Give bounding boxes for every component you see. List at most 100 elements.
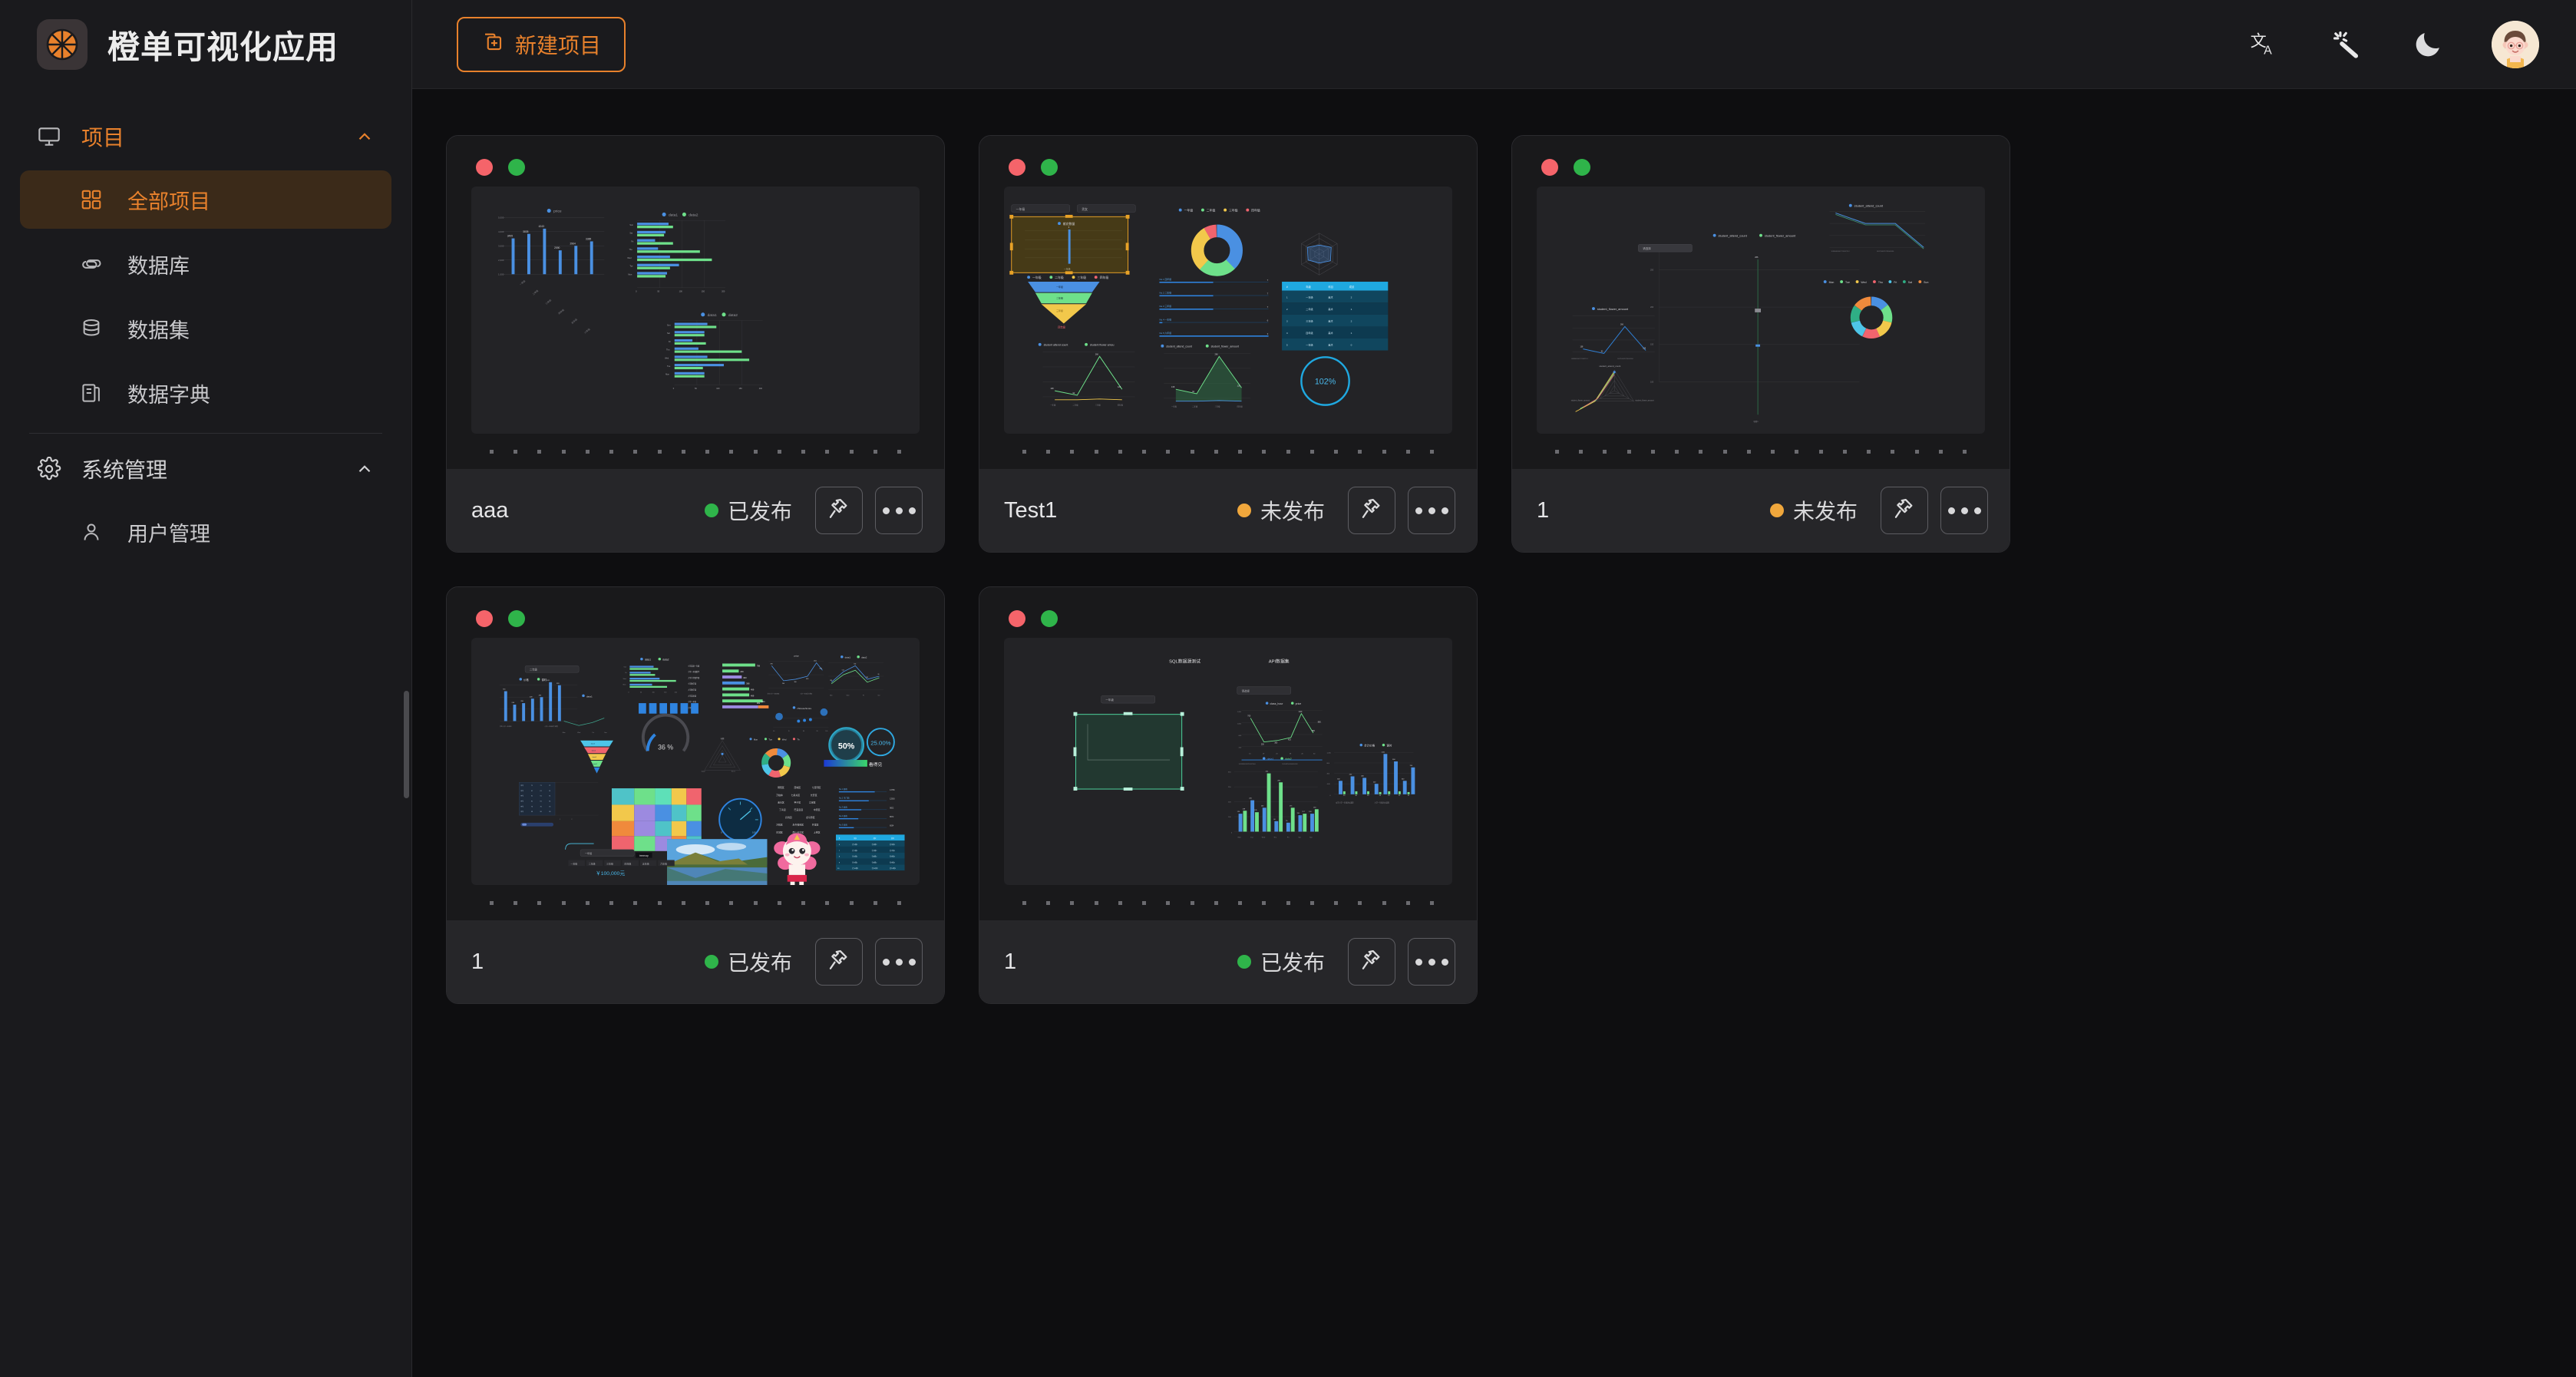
more-options-button[interactable] <box>1408 487 1455 534</box>
svg-text:Thu: Thu <box>666 349 670 352</box>
new-project-label: 新建项目 <box>515 33 602 58</box>
sidebar-group-system[interactable]: 系统管理 <box>20 441 391 497</box>
chevron-up-icon[interactable] <box>355 127 375 147</box>
svg-text:二年级: 二年级 <box>1207 209 1216 213</box>
svg-text:二年级: 二年级 <box>1192 405 1198 408</box>
sidebar-item-all-projects[interactable]: 全部项目 <box>20 170 391 229</box>
project-name: aaa <box>471 497 509 523</box>
svg-text:A: A <box>2264 44 2272 57</box>
svg-text:70: 70 <box>788 731 790 732</box>
more-options-button[interactable] <box>1408 938 1455 986</box>
svg-text:91: 91 <box>540 796 542 797</box>
edit-project-button[interactable] <box>815 487 863 534</box>
svg-text:Fri: Fri <box>1894 281 1897 284</box>
sidebar-item-database[interactable]: 数据库 <box>20 235 391 293</box>
svg-text:340: 340 <box>1402 778 1405 780</box>
svg-text:150: 150 <box>664 692 666 693</box>
svg-text:二年级: 二年级 <box>1055 276 1064 279</box>
svg-text:一年级: 一年级 <box>1184 209 1194 213</box>
svg-text:序号: 序号 <box>520 794 523 797</box>
svg-text:71: 71 <box>540 785 542 787</box>
svg-text:No.2 二年级: No.2 二年级 <box>1159 291 1171 295</box>
edit-project-button[interactable] <box>1881 487 1928 534</box>
new-project-button[interactable]: 新建项目 <box>457 16 626 72</box>
more-options-button[interactable] <box>875 487 923 534</box>
svg-text:100: 100 <box>1650 381 1654 383</box>
svg-text:SQL数据源测试: SQL数据源测试 <box>1169 659 1200 665</box>
svg-text:388: 388 <box>746 683 750 685</box>
svg-text:81: 81 <box>540 801 542 803</box>
svg-text:永外福利区: 永外福利区 <box>793 823 804 827</box>
orange-slice-icon <box>37 19 88 70</box>
svg-text:长安区: 长安区 <box>811 793 817 797</box>
sidebar-item-dataset[interactable]: 数据集 <box>20 299 391 358</box>
svg-text:5: 5 <box>1286 344 1288 347</box>
edit-project-button[interactable] <box>815 938 863 986</box>
chevron-up-icon[interactable] <box>355 459 375 479</box>
hammer-icon <box>1359 947 1385 977</box>
svg-text:No.1 顺利: No.1 顺利 <box>839 788 848 791</box>
edit-project-button[interactable] <box>1348 938 1395 986</box>
project-thumbnail: student_attend_count 1036846506717163275… <box>1537 187 1985 434</box>
window-dots <box>996 153 1460 187</box>
svg-text:标题: 标题 <box>721 737 725 740</box>
project-card[interactable]: SQL数据源测试 API数据集 一年级 <box>979 586 1478 1004</box>
svg-text:Wed: Wed <box>627 257 632 259</box>
svg-text:13: 13 <box>1379 795 1382 797</box>
svg-text:25.00%: 25.00% <box>870 740 890 747</box>
sidebar-scrollbar[interactable] <box>404 691 409 798</box>
maximize-dot-icon <box>1041 610 1058 627</box>
language-icon[interactable]: 文 A <box>2247 27 2283 62</box>
svg-text:data1: data1 <box>645 659 651 662</box>
thumbnail-dot-row <box>464 885 927 920</box>
svg-text:大学英语课: 大学英语课 <box>688 694 697 697</box>
project-card[interactable]: 一年级 男女 献花数量 <box>979 135 1478 553</box>
svg-text:150: 150 <box>1650 344 1654 346</box>
svg-text:七里河区: 七里河区 <box>812 785 821 789</box>
project-card[interactable]: 二年级 价格 课时 <box>446 586 945 1004</box>
svg-text:Sat: Sat <box>629 233 632 235</box>
svg-text:文学小学一年级语文课程: 文学小学一年级语文课程 <box>1336 801 1354 804</box>
sidebar-item-user-management[interactable]: 用户管理 <box>20 503 391 561</box>
magic-wand-icon[interactable] <box>2329 27 2364 62</box>
svg-text:行7列1: 行7列1 <box>852 849 857 852</box>
status-badge: 已发布 <box>704 946 792 977</box>
svg-text:999: 999 <box>556 683 560 685</box>
svg-text:4,000: 4,000 <box>498 230 504 233</box>
svg-text:一年级: 一年级 <box>1056 285 1063 289</box>
card-footer: Test1 未发布 <box>979 469 1477 552</box>
more-options-button[interactable] <box>875 938 923 986</box>
user-avatar[interactable] <box>2492 20 2539 68</box>
svg-text:0: 0 <box>673 388 675 390</box>
svg-text:1: 1 <box>1351 308 1352 311</box>
more-options-button[interactable] <box>1940 487 1988 534</box>
svg-text:20: 20 <box>1343 795 1346 797</box>
svg-text:50%: 50% <box>838 741 855 751</box>
svg-text:7: 7 <box>1267 279 1269 282</box>
svg-text:20: 20 <box>1367 795 1369 797</box>
card-footer: 1 已发布 <box>979 920 1477 1003</box>
svg-text:Mon: Mon <box>563 732 566 734</box>
sidebar-group-projects[interactable]: 项目 <box>20 109 391 164</box>
svg-text:632: 632 <box>854 663 856 665</box>
project-card[interactable]: price <box>446 135 945 553</box>
edit-project-button[interactable] <box>1348 487 1395 534</box>
svg-text:92: 92 <box>1192 391 1194 393</box>
svg-text:200: 200 <box>759 388 763 390</box>
svg-text:No.3 三年级: No.3 三年级 <box>1159 304 1171 308</box>
svg-text:100: 100 <box>679 291 683 293</box>
svg-text:798: 798 <box>757 665 761 667</box>
project-thumbnail: SQL数据源测试 API数据集 一年级 <box>1004 638 1452 885</box>
svg-text:50: 50 <box>657 291 659 293</box>
svg-text:Sun: Sun <box>1309 837 1313 838</box>
svg-text:8: 8 <box>839 857 841 858</box>
svg-text:二年级: 二年级 <box>530 668 538 672</box>
project-card[interactable]: student_attend_count 1036846506717163275… <box>1511 135 2010 553</box>
svg-text:0: 0 <box>1351 344 1352 347</box>
svg-text:91: 91 <box>531 796 533 797</box>
moon-icon[interactable] <box>2410 27 2446 62</box>
svg-text:2: 2 <box>1286 308 1288 311</box>
svg-text:Wed: Wed <box>847 695 850 696</box>
sidebar-item-data-dictionary[interactable]: 数据字典 <box>20 364 391 422</box>
svg-text:6: 6 <box>1267 319 1269 322</box>
